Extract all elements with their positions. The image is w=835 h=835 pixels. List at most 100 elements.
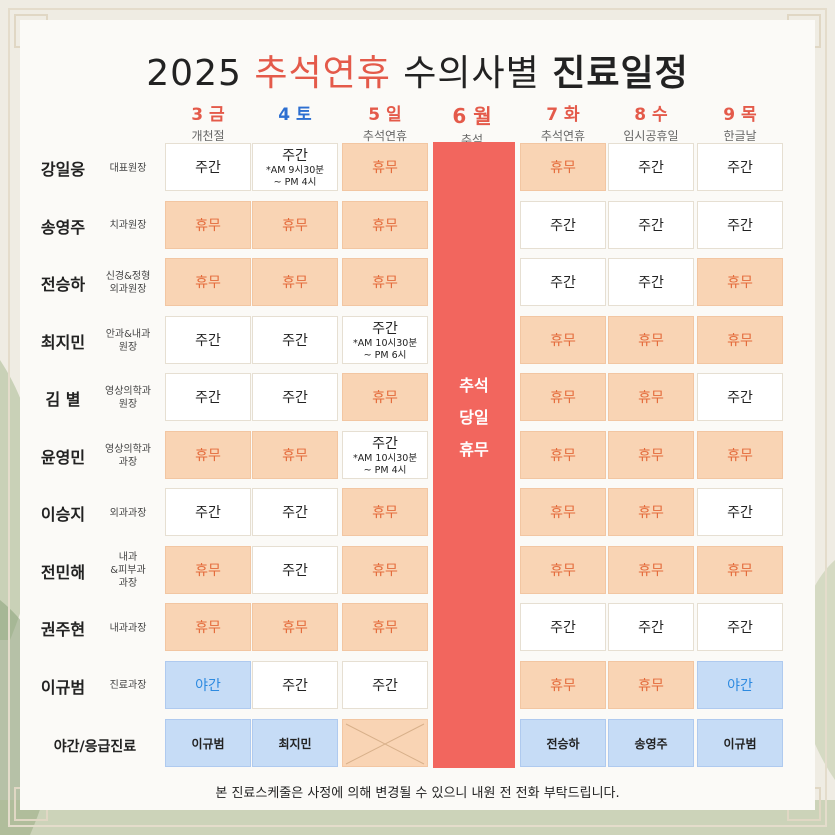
schedule-cell-off: 휴무	[165, 545, 251, 594]
outer-frame	[8, 8, 827, 827]
cell-value: 휴무	[372, 390, 398, 406]
schedule-cell-off: 휴무	[342, 373, 428, 421]
holiday-line-3: 휴무	[459, 439, 489, 459]
schedule-cell-off: 휴무	[342, 603, 428, 651]
schedule-cell-night: 야간	[165, 660, 251, 709]
cell-value: 휴무	[638, 447, 664, 464]
cell-value: 휴무	[727, 562, 753, 579]
cell-value: 휴무	[195, 275, 221, 291]
schedule-cell-off: 휴무	[608, 430, 694, 479]
schedule-cell-off: 휴무	[520, 373, 606, 421]
schedule-cell-day: 주간	[252, 315, 338, 364]
cell-value: 주간	[550, 217, 576, 234]
cell-value: 주간	[372, 677, 398, 694]
empty-cell	[342, 719, 428, 767]
schedule-cell-off: 휴무	[608, 660, 694, 709]
cell-value: 휴무	[372, 275, 398, 291]
cell-value: 휴무	[372, 217, 398, 234]
cell-value: 야간	[195, 677, 221, 694]
doctor-role: 치과원장	[109, 220, 147, 231]
schedule-cell-day: 주간	[165, 143, 251, 191]
title-mid: 수의사별	[403, 53, 540, 94]
cell-hours: ~ PM 4시	[273, 177, 317, 188]
cell-value: 휴무	[550, 562, 576, 579]
schedule-cell-off: 휴무	[697, 545, 783, 594]
doctor-row-label: 최지민 안과&내과 원장	[30, 316, 160, 366]
cell-value: 휴무	[638, 562, 664, 579]
cell-value: 휴무	[727, 332, 753, 349]
doctor-name: 송영주	[40, 217, 86, 237]
cell-value: 주간	[282, 562, 308, 579]
cell-value: 주간	[282, 332, 308, 349]
doctor-row-label: 김 별 영상의학과 원장	[30, 373, 160, 423]
cell-value: 주간	[638, 620, 664, 636]
schedule-cell-day: 주간	[608, 258, 694, 306]
day-header: 3 금 개천절	[163, 100, 253, 144]
schedule-cell-off: 휴무	[252, 200, 338, 249]
schedule-cell-off: 휴무	[608, 488, 694, 536]
cell-value: 주간	[727, 160, 753, 176]
schedule-cell-day: 주간	[165, 315, 251, 364]
doctor-role: 영상의학과 과장	[105, 443, 151, 468]
cell-value: 휴무	[195, 217, 221, 234]
emergency-doctor-cell: 이규범	[697, 719, 783, 767]
cell-value: 주간	[372, 320, 398, 337]
cell-value: 이규범	[723, 736, 757, 751]
day-label: 6 월	[452, 104, 492, 128]
schedule-cell-day: 주간	[520, 200, 606, 249]
cell-hours: *AM 10시30분	[352, 337, 418, 349]
cell-value: 주간	[550, 275, 576, 291]
schedule-cell-day: 주간	[697, 143, 783, 191]
schedule-cell-off: 휴무	[697, 258, 783, 306]
schedule-cell-off: 휴무	[697, 315, 783, 364]
schedule-cell-off: 휴무	[165, 430, 251, 479]
schedule-cell-day: 주간 *AM 9시30분 ~ PM 4시	[252, 143, 338, 191]
schedule-cell-day: 주간	[342, 660, 428, 709]
schedule-cell-day: 주간	[252, 488, 338, 536]
schedule-cell-day: 주간	[697, 488, 783, 536]
doctor-row-label: 이규범 진료과장	[30, 661, 160, 711]
day-header: 5 일 추석연휴	[340, 100, 430, 144]
day-sub-label: 개천절	[191, 129, 225, 143]
cell-value: 주간	[195, 505, 221, 521]
title-holiday: 추석연휴	[254, 53, 391, 94]
cell-value: 야간	[727, 677, 753, 694]
holiday-line-1: 추석	[459, 375, 489, 395]
cell-value: 휴무	[550, 677, 576, 694]
emergency-doctor-cell: 전승하	[520, 719, 606, 767]
cell-value: 주간	[282, 505, 308, 521]
cell-value: 주간	[195, 332, 221, 349]
doctor-row-label: 권주현 내과과장	[30, 603, 160, 653]
cell-value: 휴무	[282, 275, 308, 291]
schedule-cell-day: 주간	[252, 545, 338, 594]
cell-value: 주간	[727, 620, 753, 636]
day-sub-label: 한글날	[723, 129, 757, 143]
schedule-cell-off: 휴무	[608, 315, 694, 364]
day-header: 4 토	[250, 100, 340, 127]
schedule-cell-off: 휴무	[608, 545, 694, 594]
emergency-doctor-cell: 최지민	[252, 719, 338, 767]
cell-value: 휴무	[195, 562, 221, 579]
cell-value: 전승하	[546, 736, 580, 751]
cell-value: 송영주	[634, 736, 668, 751]
doctor-name: 윤영민	[40, 447, 86, 467]
schedule-cell-off: 휴무	[165, 200, 251, 249]
schedule-cell-day: 주간	[608, 603, 694, 651]
day-header: 8 수 임시공휴일	[606, 100, 696, 144]
cell-value: 휴무	[282, 217, 308, 234]
doctor-row-label: 전승하 신경&정형 외과원장	[30, 258, 160, 308]
cell-value: 주간	[727, 390, 753, 406]
day-sub-label: 추석연휴	[540, 129, 586, 143]
cell-value: 이규범	[191, 736, 225, 751]
doctor-role: 외과과장	[109, 507, 147, 519]
schedule-cell-off: 휴무	[165, 258, 251, 306]
cell-hours: ~ PM 4시	[363, 464, 407, 476]
emergency-label: 야간/응급진료	[53, 739, 137, 755]
cell-value: 주간	[727, 505, 753, 521]
cell-value: 휴무	[195, 447, 221, 464]
cell-value: 주간	[282, 677, 308, 694]
schedule-cell-day: 주간	[252, 660, 338, 709]
cell-value: 휴무	[282, 620, 308, 636]
emergency-doctor-cell: 송영주	[608, 719, 694, 767]
schedule-cell-off: 휴무	[697, 430, 783, 479]
